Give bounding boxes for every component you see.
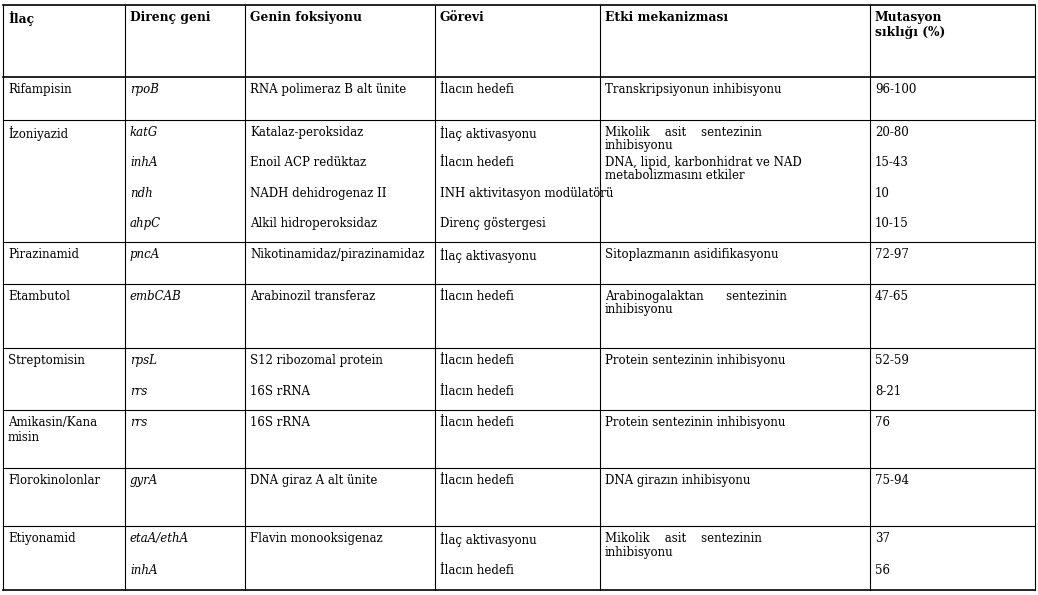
Text: gyrA: gyrA [130, 474, 158, 487]
Text: inhibisyonu: inhibisyonu [605, 303, 674, 317]
Text: Pirazinamid: Pirazinamid [8, 248, 79, 261]
Text: İlacın hedefi: İlacın hedefi [440, 415, 514, 428]
Text: inhibisyonu: inhibisyonu [605, 139, 674, 152]
Text: İlaç aktivasyonu: İlaç aktivasyonu [440, 248, 537, 263]
Text: NADH dehidrogenaz II: NADH dehidrogenaz II [250, 187, 386, 200]
Text: inhibisyonu: inhibisyonu [605, 546, 674, 559]
Text: 16S rRNA: 16S rRNA [250, 415, 310, 428]
Text: Sitoplazmanın asidifikasyonu: Sitoplazmanın asidifikasyonu [605, 248, 778, 261]
Text: Direnç göstergesi: Direnç göstergesi [440, 217, 546, 230]
Text: inhA: inhA [130, 156, 158, 169]
Text: Katalaz-peroksidaz: Katalaz-peroksidaz [250, 126, 363, 139]
Text: rpsL: rpsL [130, 354, 157, 367]
Text: Rifampisin: Rifampisin [8, 83, 72, 96]
Text: pncA: pncA [130, 248, 160, 261]
Text: 10-15: 10-15 [875, 217, 908, 230]
Text: Flavin monooksigenaz: Flavin monooksigenaz [250, 533, 383, 545]
Text: ndh: ndh [130, 187, 153, 200]
Text: Protein sentezinin inhibisyonu: Protein sentezinin inhibisyonu [605, 354, 786, 367]
Text: Streptomisin: Streptomisin [8, 354, 85, 367]
Text: metabolizmasını etkiler: metabolizmasını etkiler [605, 170, 744, 183]
Text: Nikotinamidaz/pirazinamidaz: Nikotinamidaz/pirazinamidaz [250, 248, 425, 261]
Text: İlacın hedefi: İlacın hedefi [440, 385, 514, 397]
Text: İlaç: İlaç [8, 11, 34, 26]
Text: S12 ribozomal protein: S12 ribozomal protein [250, 354, 383, 367]
Text: 20-80: 20-80 [875, 126, 908, 139]
Text: 56: 56 [875, 564, 890, 577]
Text: embCAB: embCAB [130, 290, 182, 303]
Text: İlacın hedefi: İlacın hedefi [440, 474, 514, 487]
Text: 10: 10 [875, 187, 890, 200]
Text: 15-43: 15-43 [875, 156, 909, 169]
Text: Amikasin/Kana
misin: Amikasin/Kana misin [8, 415, 98, 443]
Text: RNA polimeraz B alt ünite: RNA polimeraz B alt ünite [250, 83, 406, 96]
Text: İlacın hedefi: İlacın hedefi [440, 354, 514, 367]
Text: İlaç aktivasyonu: İlaç aktivasyonu [440, 533, 537, 547]
Text: Mutasyon
sıklığı (%): Mutasyon sıklığı (%) [875, 11, 946, 39]
Text: Florokinolonlar: Florokinolonlar [8, 474, 100, 487]
Text: Protein sentezinin inhibisyonu: Protein sentezinin inhibisyonu [605, 415, 786, 428]
Text: inhA: inhA [130, 564, 158, 577]
Text: 96-100: 96-100 [875, 83, 917, 96]
Text: Genin foksiyonu: Genin foksiyonu [250, 11, 362, 24]
Text: Mikolik    asit    sentezinin: Mikolik asit sentezinin [605, 126, 762, 139]
Text: İlacın hedefi: İlacın hedefi [440, 83, 514, 96]
Text: Etiyonamid: Etiyonamid [8, 533, 76, 545]
Text: İlacın hedefi: İlacın hedefi [440, 290, 514, 303]
Text: rpoB: rpoB [130, 83, 159, 96]
Text: Alkil hidroperoksidaz: Alkil hidroperoksidaz [250, 217, 377, 230]
Text: INH aktivitasyon modülatörü: INH aktivitasyon modülatörü [440, 187, 613, 200]
Text: İlacın hedefi: İlacın hedefi [440, 564, 514, 577]
Text: Direnç geni: Direnç geni [130, 11, 211, 24]
Text: 8-21: 8-21 [875, 385, 901, 397]
Text: etaA/ethA: etaA/ethA [130, 533, 189, 545]
Text: 75-94: 75-94 [875, 474, 909, 487]
Text: 72-97: 72-97 [875, 248, 909, 261]
Text: Etambutol: Etambutol [8, 290, 70, 303]
Text: 37: 37 [875, 533, 890, 545]
Text: Enoil ACP redüktaz: Enoil ACP redüktaz [250, 156, 366, 169]
Text: 76: 76 [875, 415, 890, 428]
Text: İlacın hedefi: İlacın hedefi [440, 156, 514, 169]
Text: DNA giraz A alt ünite: DNA giraz A alt ünite [250, 474, 378, 487]
Text: ahpC: ahpC [130, 217, 161, 230]
Text: 52-59: 52-59 [875, 354, 909, 367]
Text: Arabinozil transferaz: Arabinozil transferaz [250, 290, 376, 303]
Text: 47-65: 47-65 [875, 290, 909, 303]
Text: İlaç aktivasyonu: İlaç aktivasyonu [440, 126, 537, 140]
Text: DNA girazın inhibisyonu: DNA girazın inhibisyonu [605, 474, 750, 487]
Text: İzoniyazid: İzoniyazid [8, 126, 69, 140]
Text: rrs: rrs [130, 415, 147, 428]
Text: Etki mekanizması: Etki mekanizması [605, 11, 728, 24]
Text: 16S rRNA: 16S rRNA [250, 385, 310, 397]
Text: rrs: rrs [130, 385, 147, 397]
Text: Transkripsiyonun inhibisyonu: Transkripsiyonun inhibisyonu [605, 83, 782, 96]
Text: Arabinogalaktan      sentezinin: Arabinogalaktan sentezinin [605, 290, 787, 303]
Text: Mikolik    asit    sentezinin: Mikolik asit sentezinin [605, 533, 762, 545]
Text: katG: katG [130, 126, 158, 139]
Text: DNA, lipid, karbonhidrat ve NAD: DNA, lipid, karbonhidrat ve NAD [605, 156, 801, 169]
Text: Görevi: Görevi [440, 11, 485, 24]
